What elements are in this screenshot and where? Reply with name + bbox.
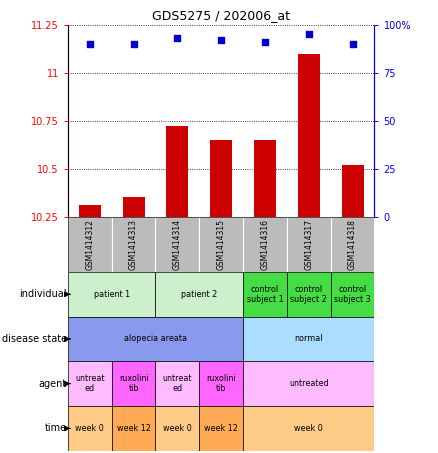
Bar xyxy=(68,272,155,317)
Text: normal: normal xyxy=(294,334,323,343)
Bar xyxy=(112,361,155,406)
Text: disease state: disease state xyxy=(2,334,67,344)
Text: patient 1: patient 1 xyxy=(94,290,130,299)
Bar xyxy=(342,165,364,217)
Text: untreat
ed: untreat ed xyxy=(162,374,192,393)
Point xyxy=(305,31,312,38)
Bar xyxy=(68,361,112,406)
Bar xyxy=(243,361,374,406)
Bar xyxy=(166,126,188,217)
Point xyxy=(174,35,181,42)
Text: untreated: untreated xyxy=(289,379,328,388)
Bar xyxy=(243,272,287,317)
Point xyxy=(86,40,93,48)
Bar xyxy=(155,406,199,451)
Text: GSM1414318: GSM1414318 xyxy=(348,219,357,270)
Text: control
subject 1: control subject 1 xyxy=(247,284,283,304)
Bar xyxy=(199,406,243,451)
Bar xyxy=(287,217,331,272)
Text: week 0: week 0 xyxy=(75,424,104,433)
Bar xyxy=(243,317,374,361)
Bar xyxy=(243,406,374,451)
Text: patient 2: patient 2 xyxy=(181,290,217,299)
Bar xyxy=(112,406,155,451)
Text: GSM1414314: GSM1414314 xyxy=(173,219,182,270)
Text: untreat
ed: untreat ed xyxy=(75,374,105,393)
Text: ruxolini
tib: ruxolini tib xyxy=(119,374,148,393)
Text: week 0: week 0 xyxy=(163,424,192,433)
Text: GSM1414312: GSM1414312 xyxy=(85,219,94,270)
Text: GSM1414313: GSM1414313 xyxy=(129,219,138,270)
Text: alopecia areata: alopecia areata xyxy=(124,334,187,343)
Text: agent: agent xyxy=(39,379,67,389)
Bar xyxy=(79,205,101,217)
Text: week 12: week 12 xyxy=(117,424,151,433)
Text: GSM1414317: GSM1414317 xyxy=(304,219,313,270)
Point xyxy=(130,40,137,48)
Bar xyxy=(199,217,243,272)
Text: GSM1414315: GSM1414315 xyxy=(217,219,226,270)
Bar xyxy=(243,217,287,272)
Bar xyxy=(68,217,112,272)
Bar xyxy=(199,361,243,406)
Text: time: time xyxy=(45,424,67,434)
Text: control
subject 3: control subject 3 xyxy=(334,284,371,304)
Bar xyxy=(210,140,232,217)
Bar xyxy=(331,217,374,272)
Bar xyxy=(155,361,199,406)
Bar xyxy=(331,272,374,317)
Text: individual: individual xyxy=(20,289,67,299)
Text: ruxolini
tib: ruxolini tib xyxy=(206,374,236,393)
Title: GDS5275 / 202006_at: GDS5275 / 202006_at xyxy=(152,10,290,22)
Text: week 12: week 12 xyxy=(204,424,238,433)
Point xyxy=(218,37,225,44)
Bar xyxy=(155,217,199,272)
Bar xyxy=(68,317,243,361)
Bar xyxy=(112,217,155,272)
Bar xyxy=(287,272,331,317)
Bar xyxy=(254,140,276,217)
Point xyxy=(261,39,268,46)
Point xyxy=(349,40,356,48)
Text: control
subject 2: control subject 2 xyxy=(290,284,327,304)
Bar xyxy=(155,272,243,317)
Bar xyxy=(298,53,320,217)
Bar xyxy=(68,406,112,451)
Bar xyxy=(123,198,145,217)
Text: GSM1414316: GSM1414316 xyxy=(261,219,269,270)
Text: week 0: week 0 xyxy=(294,424,323,433)
